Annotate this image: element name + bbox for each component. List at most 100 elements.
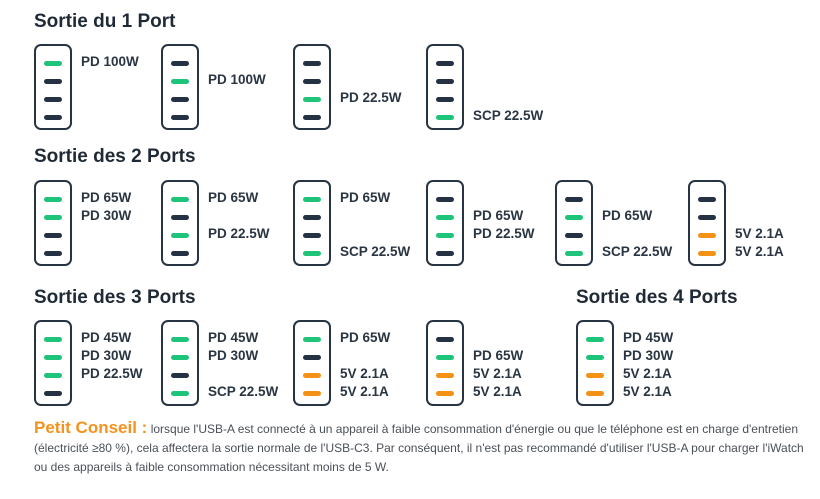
output-label: 5V 2.1A: [473, 366, 522, 381]
port-green: [44, 215, 62, 220]
port-navy: [436, 251, 454, 256]
output-label: 5V 2.1A: [623, 384, 672, 399]
section-title-2-ports: Sortie des 2 Ports: [34, 146, 196, 167]
port-orange: [586, 391, 604, 396]
port-navy: [436, 79, 454, 84]
port-green: [171, 233, 189, 238]
port-navy: [436, 337, 454, 342]
charger-device: [161, 320, 199, 406]
port-green: [565, 215, 583, 220]
port-navy: [565, 197, 583, 202]
output-label: PD 30W: [623, 348, 674, 363]
output-label: 5V 2.1A: [340, 384, 389, 399]
charger-device: [293, 320, 331, 406]
charger-device: [34, 320, 72, 406]
port-orange: [436, 373, 454, 378]
port-green: [303, 97, 321, 102]
output-label: 5V 2.1A: [473, 384, 522, 399]
output-label: PD 65W: [473, 208, 524, 223]
output-label: PD 30W: [208, 348, 259, 363]
port-navy: [303, 233, 321, 238]
port-green: [44, 373, 62, 378]
section-title-1-port: Sortie du 1 Port: [34, 11, 176, 32]
output-label: PD 100W: [208, 72, 266, 87]
output-label: PD 65W: [81, 190, 132, 205]
port-orange: [303, 391, 321, 396]
charger-device: [688, 180, 726, 266]
port-green: [171, 355, 189, 360]
port-navy: [303, 61, 321, 66]
port-green: [171, 391, 189, 396]
output-label: 5V 2.1A: [623, 366, 672, 381]
port-green: [303, 337, 321, 342]
output-label: PD 45W: [623, 330, 674, 345]
port-green: [44, 337, 62, 342]
port-green: [171, 197, 189, 202]
port-orange: [586, 373, 604, 378]
output-label: SCP 22.5W: [473, 108, 544, 123]
output-label: SCP 22.5W: [602, 244, 673, 259]
port-navy: [698, 197, 716, 202]
port-orange: [698, 233, 716, 238]
port-navy: [436, 97, 454, 102]
output-label: PD 22.5W: [473, 226, 535, 241]
port-navy: [171, 215, 189, 220]
charger-device: [161, 44, 199, 130]
output-label: SCP 22.5W: [340, 244, 411, 259]
charger-device: [426, 180, 464, 266]
charger-device: [426, 320, 464, 406]
output-label: PD 22.5W: [81, 366, 143, 381]
output-label: PD 22.5W: [340, 90, 402, 105]
port-navy: [44, 79, 62, 84]
output-label: SCP 22.5W: [208, 384, 279, 399]
port-orange: [698, 251, 716, 256]
port-green: [171, 79, 189, 84]
port-green: [436, 115, 454, 120]
output-label: PD 65W: [602, 208, 653, 223]
port-navy: [698, 215, 716, 220]
port-orange: [303, 373, 321, 378]
output-label: PD 100W: [81, 54, 139, 69]
output-label: 5V 2.1A: [340, 366, 389, 381]
output-label: 5V 2.1A: [735, 244, 784, 259]
port-green: [436, 233, 454, 238]
output-label: PD 65W: [340, 190, 391, 205]
output-label: PD 65W: [473, 348, 524, 363]
port-green: [586, 355, 604, 360]
port-green: [303, 251, 321, 256]
port-navy: [44, 391, 62, 396]
output-label: PD 30W: [81, 208, 132, 223]
port-green: [44, 355, 62, 360]
tip-title: Petit Conseil :: [34, 418, 148, 437]
output-label: 5V 2.1A: [735, 226, 784, 241]
port-green: [436, 355, 454, 360]
port-green: [171, 337, 189, 342]
charger-device: [426, 44, 464, 130]
port-navy: [171, 373, 189, 378]
charger-device: [576, 320, 614, 406]
output-label: PD 45W: [81, 330, 132, 345]
port-navy: [171, 97, 189, 102]
port-navy: [303, 215, 321, 220]
port-navy: [436, 61, 454, 66]
port-green: [565, 251, 583, 256]
port-navy: [44, 233, 62, 238]
charger-device: [161, 180, 199, 266]
port-green: [44, 197, 62, 202]
port-navy: [303, 79, 321, 84]
charger-device: [34, 180, 72, 266]
port-green: [303, 197, 321, 202]
tip-block: Petit Conseil : lorsque l'USB-A est conn…: [34, 418, 804, 477]
port-navy: [436, 197, 454, 202]
output-label: PD 65W: [340, 330, 391, 345]
output-label: PD 45W: [208, 330, 259, 345]
charger-device: [293, 44, 331, 130]
port-navy: [171, 115, 189, 120]
charger-device: [555, 180, 593, 266]
section-title-3-ports: Sortie des 3 Ports: [34, 287, 196, 308]
port-navy: [44, 115, 62, 120]
port-navy: [171, 61, 189, 66]
tip-text: lorsque l'USB-A est connecté à un appare…: [34, 422, 804, 474]
output-label: PD 22.5W: [208, 226, 270, 241]
charger-device: [34, 44, 72, 130]
